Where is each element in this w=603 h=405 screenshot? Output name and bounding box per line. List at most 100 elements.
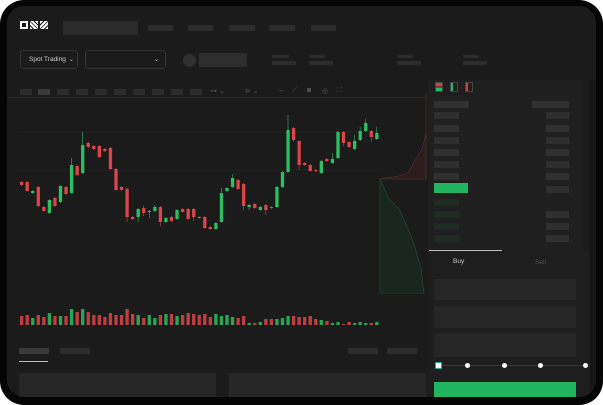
- candle: [92, 145, 96, 150]
- timeframe-button[interactable]: [171, 89, 183, 95]
- volume-bar: [230, 317, 235, 325]
- timeframe-button[interactable]: [38, 89, 50, 95]
- order-book-asks-icon[interactable]: [465, 82, 473, 92]
- candle-body: [358, 131, 362, 140]
- candle: [114, 168, 118, 191]
- candle-body: [25, 182, 29, 191]
- candle-body: [314, 170, 318, 171]
- candle: [364, 119, 368, 132]
- candle-body: [347, 142, 351, 147]
- ask-size: [546, 112, 569, 119]
- filter-button[interactable]: [387, 348, 417, 354]
- volume-bar: [192, 314, 196, 325]
- timeframe-button[interactable]: [133, 89, 145, 95]
- candle-body: [92, 146, 96, 149]
- timeframe-button[interactable]: [95, 89, 107, 95]
- gear-icon[interactable]: ◎: [322, 88, 329, 95]
- candle-body: [97, 146, 101, 157]
- ruler-icon[interactable]: ⟋: [292, 87, 297, 94]
- nav-item[interactable]: [188, 25, 213, 31]
- volume-bar: [264, 319, 268, 325]
- candle: [275, 186, 279, 208]
- pair-dropdown[interactable]: ⌄: [85, 50, 166, 69]
- candle: [214, 222, 218, 230]
- bid-price: [434, 235, 459, 242]
- timeframe-button[interactable]: [57, 89, 69, 95]
- volume-bar: [147, 315, 151, 325]
- candle: [158, 206, 163, 226]
- fullscreen-icon[interactable]: ⛶: [337, 87, 342, 94]
- slider-handle[interactable]: [435, 362, 442, 369]
- volume-bar: [208, 317, 212, 325]
- candlestick-chart[interactable]: [7, 6, 427, 336]
- ask-size: [546, 149, 569, 156]
- depth-asks-area: [379, 94, 427, 180]
- volume-bar: [275, 319, 279, 325]
- volume-bar: [20, 316, 24, 325]
- volume-bar: [164, 314, 168, 325]
- buy-button[interactable]: [434, 382, 576, 397]
- candle: [25, 181, 29, 192]
- slider-step-50[interactable]: [502, 363, 507, 368]
- timeframe-button[interactable]: [152, 89, 164, 95]
- tab-order-history[interactable]: [60, 348, 90, 354]
- candle: [236, 179, 240, 190]
- candle-body: [58, 186, 63, 202]
- size: [546, 186, 569, 193]
- timeframe-button[interactable]: [76, 89, 88, 95]
- active-tab-indicator: [429, 250, 502, 251]
- indicator-icon[interactable]: ⊳ ⌄: [245, 88, 259, 95]
- candle-body: [20, 182, 24, 185]
- total-input[interactable]: [434, 333, 576, 357]
- tab-open-orders[interactable]: [19, 348, 49, 354]
- candle-body: [125, 189, 129, 217]
- candle-body: [369, 131, 373, 137]
- candle-body: [47, 200, 52, 213]
- ask-size: [546, 173, 569, 180]
- stat-label: [309, 55, 325, 58]
- volume-bar: [269, 319, 274, 325]
- ask-size: [546, 137, 569, 144]
- candle-body: [69, 165, 74, 193]
- line-chart-icon[interactable]: ∼: [278, 88, 284, 95]
- timeframe-button[interactable]: [114, 89, 126, 95]
- search-bar[interactable]: [63, 21, 138, 35]
- scrollbar[interactable]: [590, 80, 596, 397]
- volume-bar: [214, 314, 218, 325]
- candle-body: [114, 169, 118, 190]
- nav-item[interactable]: [148, 25, 173, 31]
- nav-item[interactable]: [311, 25, 336, 31]
- candle-type-icon[interactable]: ⊶ ⌄: [210, 88, 225, 95]
- volume-bar: [58, 316, 63, 325]
- tab-sell[interactable]: Sell: [535, 259, 546, 266]
- market-type-dropdown[interactable]: Spot Trading ⌄: [20, 50, 78, 69]
- percent-slider[interactable]: [437, 365, 587, 366]
- price-display: [199, 53, 247, 67]
- tab-buy[interactable]: Buy: [453, 258, 465, 265]
- amount-input[interactable]: [434, 306, 576, 328]
- okx-logo[interactable]: [20, 21, 48, 29]
- filter-button[interactable]: [348, 348, 378, 354]
- slider-step-75[interactable]: [538, 363, 543, 368]
- order-book-bids-icon[interactable]: [450, 82, 458, 92]
- nav-item[interactable]: [269, 25, 295, 31]
- bid-size: [546, 235, 569, 242]
- price-input[interactable]: [434, 279, 576, 300]
- camera-icon[interactable]: ◙: [307, 87, 312, 94]
- volume-bar: [330, 323, 335, 325]
- timeframe-button[interactable]: [190, 89, 202, 95]
- order-book-both-icon[interactable]: [435, 82, 443, 92]
- nav-item[interactable]: [229, 25, 255, 31]
- slider-step-100[interactable]: [583, 363, 588, 368]
- candle: [264, 204, 268, 215]
- candle-body: [81, 145, 85, 173]
- candle-body: [158, 207, 163, 222]
- candle-body: [147, 211, 151, 212]
- candle-body: [42, 207, 46, 211]
- slider-step-25[interactable]: [465, 363, 470, 368]
- timeframe-button[interactable]: [20, 89, 32, 95]
- candle: [136, 208, 140, 222]
- candle-body: [253, 204, 257, 208]
- candle-body: [203, 217, 207, 228]
